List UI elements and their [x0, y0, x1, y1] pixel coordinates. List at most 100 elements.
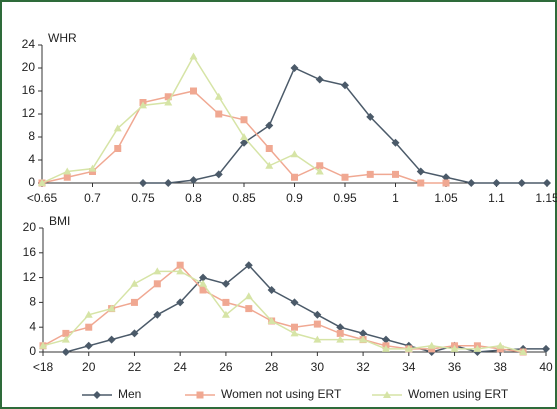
- marker: [199, 279, 208, 287]
- marker: [290, 64, 299, 72]
- marker: [215, 110, 223, 118]
- marker: [519, 348, 528, 355]
- marker: [107, 304, 116, 312]
- marker: [85, 323, 93, 331]
- marker: [113, 124, 122, 132]
- marker: [114, 145, 122, 152]
- y-tick-label: 16: [22, 83, 36, 97]
- marker: [153, 310, 162, 319]
- y-tick-label: 4: [29, 319, 36, 333]
- x-tick-label: 24: [174, 360, 188, 374]
- x-tick-label: 32: [356, 360, 370, 374]
- legend-label: Women not using ERT: [221, 387, 342, 401]
- x-tick-label: 26: [219, 360, 233, 374]
- marker: [391, 138, 400, 147]
- marker: [492, 179, 501, 187]
- marker: [291, 323, 298, 331]
- marker: [244, 292, 253, 300]
- series-line: [42, 270, 524, 353]
- marker: [542, 344, 550, 353]
- marker: [341, 81, 349, 90]
- marker: [313, 335, 322, 343]
- marker: [139, 101, 147, 109]
- marker: [341, 173, 349, 181]
- legend-marker: [383, 391, 391, 398]
- marker: [176, 261, 184, 269]
- marker: [442, 173, 450, 182]
- marker: [244, 261, 253, 270]
- marker: [267, 317, 276, 324]
- x-tick-label: 0.8: [185, 191, 202, 205]
- x-tick-label: 28: [265, 360, 279, 374]
- marker: [190, 87, 197, 95]
- x-tick-label: 1: [392, 191, 399, 205]
- x-tick-label: <18: [33, 360, 54, 374]
- y-tick-label: 20: [23, 220, 37, 234]
- marker: [164, 93, 172, 101]
- marker: [130, 279, 139, 287]
- marker: [63, 167, 72, 175]
- marker: [316, 162, 324, 170]
- legend-marker: [196, 391, 204, 399]
- y-tick-label: 16: [23, 245, 37, 259]
- marker: [366, 112, 375, 121]
- marker: [313, 320, 321, 328]
- marker: [290, 150, 299, 158]
- marker: [366, 170, 374, 178]
- marker: [265, 161, 274, 169]
- marker: [473, 344, 482, 352]
- marker: [517, 179, 526, 187]
- marker: [130, 298, 138, 306]
- y-tick-label: 0: [29, 344, 36, 358]
- marker: [38, 179, 46, 186]
- y-tick-label: 12: [23, 270, 37, 284]
- marker: [265, 121, 274, 130]
- marker: [107, 335, 116, 344]
- x-tick-label: 1.05: [434, 191, 458, 205]
- x-tick-label: 0.9: [286, 191, 303, 205]
- y-tick-label: 8: [29, 295, 36, 309]
- marker: [63, 173, 71, 181]
- marker: [392, 170, 399, 178]
- x-tick-label: 30: [311, 360, 325, 374]
- marker: [189, 52, 198, 60]
- x-tick-label: 40: [539, 360, 553, 374]
- marker: [291, 173, 298, 181]
- marker: [153, 267, 162, 275]
- marker: [290, 298, 299, 307]
- marker: [267, 286, 276, 294]
- marker: [84, 310, 93, 318]
- marker: [442, 179, 450, 187]
- x-tick-label: 0.85: [232, 191, 256, 205]
- marker: [199, 286, 207, 294]
- marker: [88, 164, 97, 172]
- x-tick-label: 0.7: [84, 191, 101, 205]
- y-tick-label: 8: [28, 129, 35, 143]
- marker: [240, 116, 248, 124]
- axis-annotation: BMI: [49, 214, 70, 228]
- marker: [240, 138, 248, 147]
- y-tick-label: 20: [22, 60, 36, 74]
- marker: [189, 176, 198, 185]
- marker: [359, 335, 368, 343]
- marker: [543, 179, 551, 187]
- marker: [39, 341, 47, 349]
- marker: [214, 170, 223, 179]
- x-tick-label: 22: [128, 360, 142, 374]
- marker: [84, 341, 93, 350]
- marker: [62, 329, 70, 337]
- marker: [245, 305, 253, 313]
- marker: [153, 280, 161, 288]
- marker: [240, 133, 248, 140]
- marker: [359, 329, 368, 338]
- y-tick-label: 12: [22, 106, 36, 120]
- marker: [450, 344, 459, 352]
- y-tick-label: 4: [28, 152, 35, 166]
- marker: [467, 179, 476, 187]
- marker: [221, 279, 230, 288]
- legend-marker: [93, 391, 101, 399]
- marker: [336, 323, 345, 332]
- marker: [139, 179, 147, 187]
- y-tick-label: 24: [22, 37, 36, 51]
